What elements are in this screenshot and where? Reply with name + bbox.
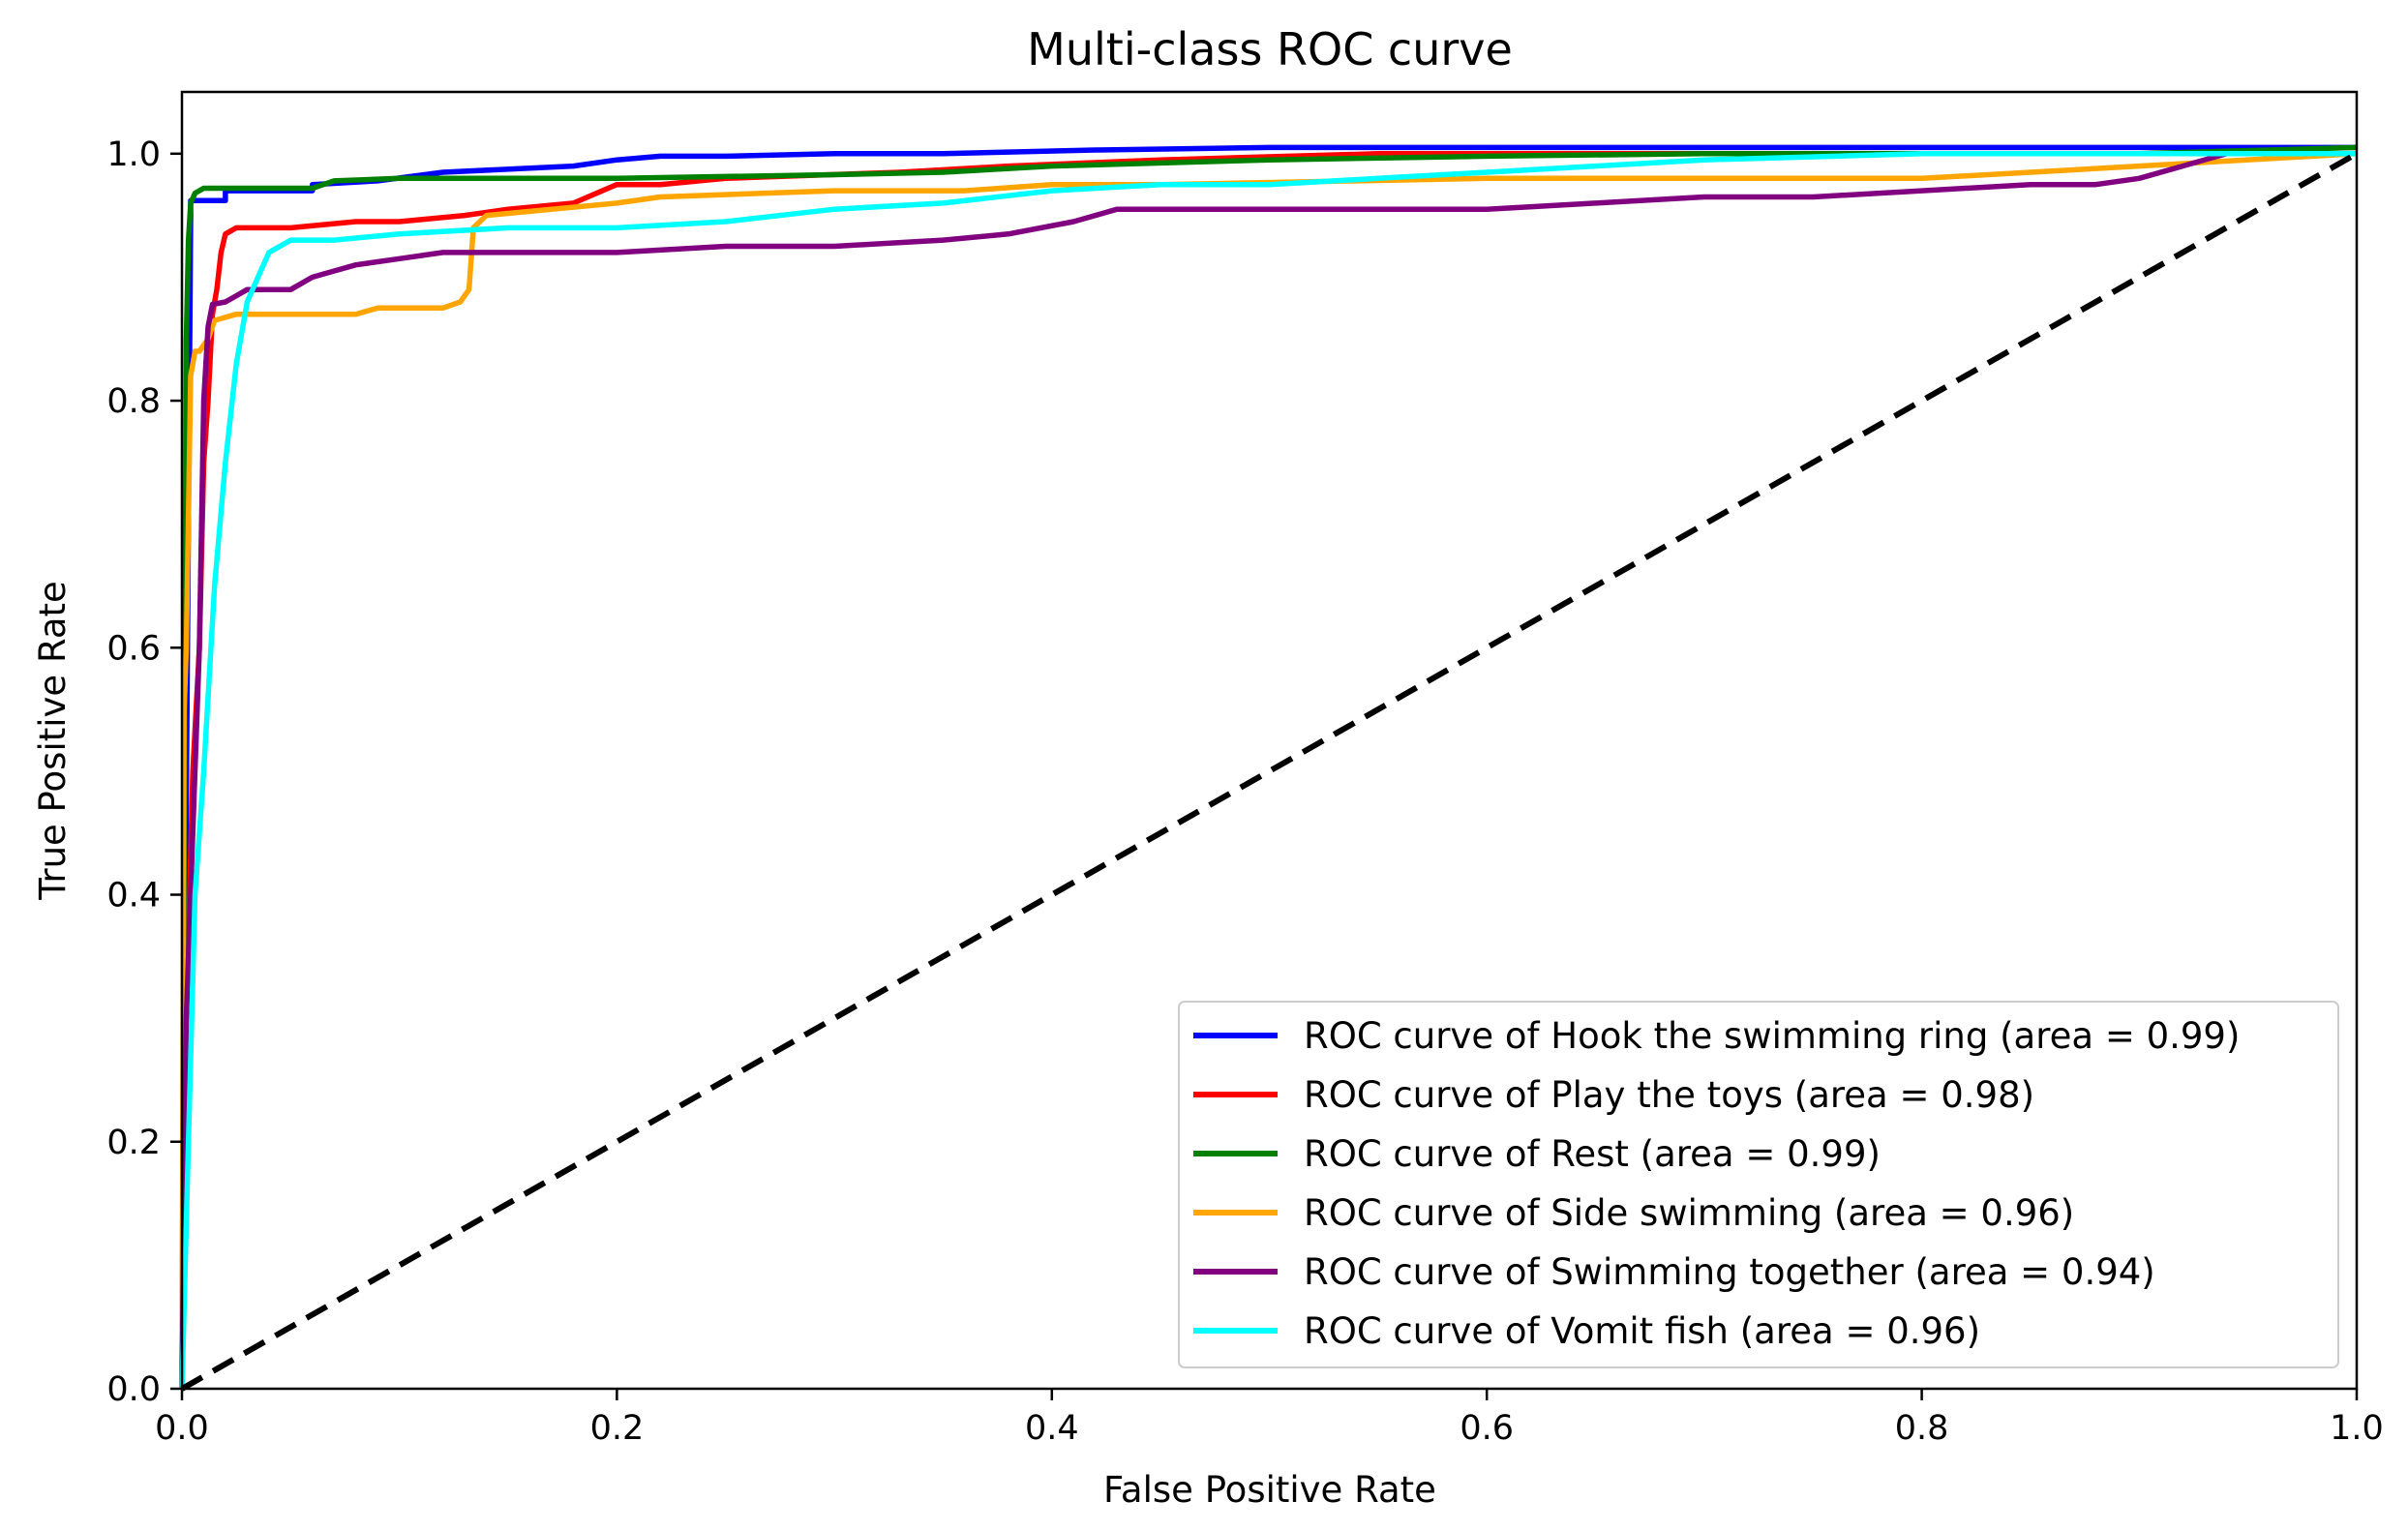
roc-curves xyxy=(179,144,2358,1390)
y-tick-label: 0.0 xyxy=(106,1370,161,1409)
legend: ROC curve of Hook the swimming ring (are… xyxy=(1178,1001,2339,1368)
roc-series-line-6 xyxy=(179,151,2357,1390)
roc-series-line-4 xyxy=(179,151,2358,1390)
x-tick-label: 0.0 xyxy=(155,1409,209,1448)
legend-label-2: ROC curve of Play the toys (area = 0.98) xyxy=(1304,1074,2034,1116)
y-axis-ticks: 0.0 0.2 0.4 0.6 0.8 1.0 xyxy=(106,135,182,1409)
x-tick-label: 0.8 xyxy=(1895,1409,1949,1448)
x-tick-label: 0.2 xyxy=(590,1409,645,1448)
roc-series-line-5 xyxy=(179,151,2227,1390)
y-tick-label: 0.2 xyxy=(106,1124,161,1162)
x-axis-ticks: 0.0 0.2 0.4 0.6 0.8 1.0 xyxy=(155,1389,2384,1448)
legend-entries: ROC curve of Hook the swimming ring (are… xyxy=(1193,1015,2240,1352)
y-tick-label: 0.6 xyxy=(106,629,161,668)
legend-label-4: ROC curve of Side swimming (area = 0.96) xyxy=(1304,1192,2074,1234)
legend-label-6: ROC curve of Vomit fish (area = 0.96) xyxy=(1304,1310,1980,1352)
x-tick-label: 0.4 xyxy=(1025,1409,1079,1448)
y-axis-label: True Positive Rate xyxy=(32,581,74,901)
legend-box xyxy=(1178,1001,2339,1368)
legend-label-1: ROC curve of Hook the swimming ring (are… xyxy=(1304,1015,2240,1057)
y-tick-label: 0.8 xyxy=(106,382,161,421)
roc-series-line-1 xyxy=(179,144,2357,1390)
legend-label-5: ROC curve of Swimming together (area = 0… xyxy=(1304,1251,2155,1293)
y-tick-label: 1.0 xyxy=(106,135,161,174)
chance-diagonal-line xyxy=(180,151,2359,1392)
x-tick-label: 0.6 xyxy=(1460,1409,1514,1448)
plot-border xyxy=(180,90,2359,1391)
roc-series-line-3 xyxy=(179,144,2358,1390)
legend-label-3: ROC curve of Rest (area = 0.99) xyxy=(1304,1133,1881,1175)
x-axis-label: False Positive Rate xyxy=(1103,1469,1436,1511)
x-tick-label: 1.0 xyxy=(2330,1409,2384,1448)
chart-title: Multi-class ROC curve xyxy=(1027,23,1513,75)
roc-series-line-2 xyxy=(179,151,2357,1390)
y-tick-label: 0.4 xyxy=(106,877,161,916)
